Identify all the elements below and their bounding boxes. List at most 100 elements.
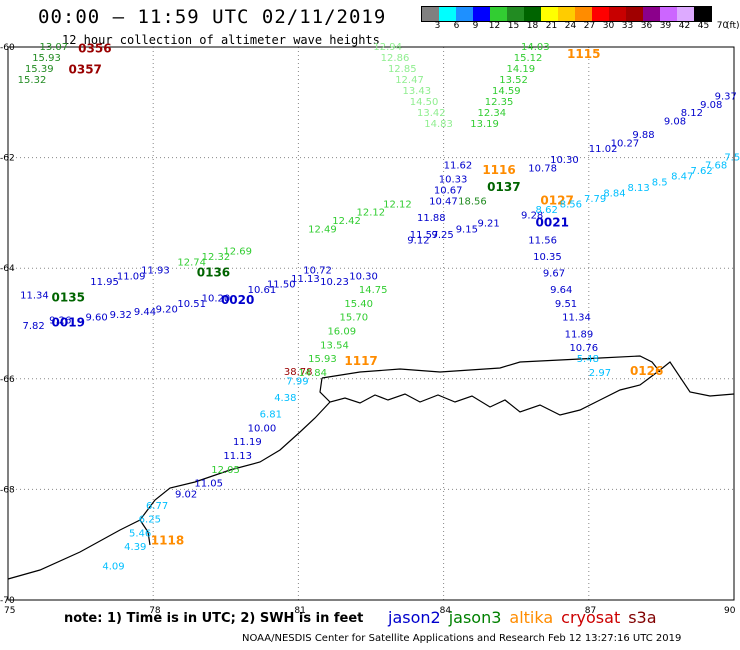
wave-height-value: 15.70 [340, 313, 369, 324]
pass-time-label: 0356 [78, 42, 111, 56]
wave-height-value: 11.93 [141, 266, 170, 277]
color-scale-tick: 30 [602, 21, 615, 31]
satellite-legend: jason2 jason3 altika cryosat s3a [388, 608, 665, 627]
color-scale-cell [507, 7, 524, 21]
wave-height-value: 13.42 [417, 108, 446, 119]
wave-height-value: 7.68 [705, 161, 727, 172]
lat-tick-label: -70 [0, 596, 15, 606]
wave-height-value: 12.49 [308, 224, 337, 235]
wave-height-value: 15.39 [25, 64, 54, 75]
wave-height-value: 9.67 [543, 268, 565, 279]
wave-height-value: 4.38 [274, 393, 296, 404]
wave-height-value: 12.85 [388, 64, 417, 75]
wave-height-value: 13.19 [470, 119, 499, 130]
wave-height-value: 10.51 [177, 299, 206, 310]
color-scale-ticks: 3 6 9 12 15 18 21 24 27 30 33 36 39 42 45 70 [421, 21, 740, 35]
wave-height-value: 9.08 [664, 116, 686, 127]
wave-height-value: 6.25 [139, 515, 161, 526]
wave-height-value: 10.47 [429, 197, 458, 208]
wave-height-value: 6.77 [146, 501, 168, 512]
color-scale-cell [490, 7, 507, 21]
lon-tick-label: 75 [4, 606, 15, 616]
color-scale-tick: 6 [453, 21, 460, 31]
lat-lon-grid [7, 46, 735, 601]
wave-height-value: 14.84 [298, 368, 327, 379]
color-scale-tick: 36 [640, 21, 653, 31]
color-scale-tick: 18 [526, 21, 539, 31]
wave-height-value: 13.52 [499, 75, 528, 86]
lon-tick-label: 87 [585, 606, 596, 616]
map-subtitle: 12 hour collection of altimeter wave hei… [62, 33, 380, 47]
wave-height-value: 11.88 [417, 213, 446, 224]
wave-height-value: 8.5 [652, 177, 668, 188]
lat-tick-label: -68 [0, 485, 15, 495]
color-scale-cell [456, 7, 473, 21]
wave-height-value: 18.56 [458, 197, 487, 208]
color-scale-tick: 3 [434, 21, 441, 31]
color-scale-cell [643, 7, 660, 21]
lat-tick-label: -66 [0, 375, 15, 385]
coastline-west-segment [139, 377, 331, 546]
pass-time-label: 0021 [536, 216, 569, 230]
color-scale-tick: 42 [678, 21, 691, 31]
wave-height-value: 4.39 [124, 542, 146, 553]
wave-height-value: 11.95 [90, 277, 119, 288]
wave-height-value: 9.12 [407, 235, 429, 246]
wave-height-value: 8.13 [628, 183, 650, 194]
color-scale-cell [694, 7, 711, 21]
color-scale-cell [626, 7, 643, 21]
wave-height-value: 11.09 [117, 271, 146, 282]
wave-height-value: 9.37 [715, 92, 737, 103]
wave-height-value: 10.30 [349, 271, 378, 282]
wave-height-value: 2.97 [589, 368, 611, 379]
lat-tick-label: -64 [0, 264, 15, 274]
color-scale-cell [609, 7, 626, 21]
legend-entry-cryosat: cryosat [561, 608, 621, 627]
wave-height-value: 9.15 [456, 224, 478, 235]
wave-height-value: 11.50 [267, 280, 296, 291]
lat-tick-label: -62 [0, 154, 15, 164]
wave-height-value: 10.76 [569, 343, 598, 354]
wave-height-value: 13.07 [39, 42, 68, 53]
wave-height-value: 10.27 [611, 139, 640, 150]
color-scale-cell [439, 7, 456, 21]
wave-height-value: 12.42 [332, 216, 361, 227]
footnote-note: note: 1) Time is in UTC; 2) SWH is in fe… [64, 611, 364, 626]
wave-height-value: 9.02 [175, 490, 197, 501]
pass-time-label: 0127 [540, 194, 573, 208]
wave-height-value: 12.47 [395, 75, 424, 86]
wave-height-value: 14.50 [410, 97, 439, 108]
wave-height-value: 8.47 [671, 172, 693, 183]
wave-height-value: 10.67 [434, 186, 463, 197]
wave-height-value: 10.00 [248, 423, 277, 434]
wave-height-value: 15.40 [344, 299, 373, 310]
color-scale-unit: (ft) [726, 21, 740, 31]
wave-height-value: 10.72 [303, 266, 332, 277]
legend-entry-s3a: s3a [628, 608, 657, 627]
wave-height-value: 6.81 [260, 410, 282, 421]
antarctic-coastline [7, 361, 735, 580]
color-scale-cell [660, 7, 677, 21]
wave-height-value: 12.05 [211, 465, 240, 476]
color-scale-cell [422, 7, 439, 21]
wave-height-value: 15.93 [308, 354, 337, 365]
color-scale-tick: 70 [716, 21, 729, 31]
wave-height-value: 11.34 [20, 291, 49, 302]
wave-height-value: 10.33 [439, 174, 468, 185]
wave-height-value: 8.62 [536, 205, 558, 216]
wave-height-value: 15.93 [32, 53, 61, 64]
wave-height-value: 12.32 [202, 252, 231, 263]
color-scale-tick: 27 [583, 21, 596, 31]
wave-height-value: 14.19 [507, 64, 536, 75]
color-scale-tick: 33 [621, 21, 634, 31]
wave-height-value: 11.05 [194, 479, 223, 490]
wave-height-value: 9.25 [432, 230, 454, 241]
wave-height-value: 14.75 [359, 285, 388, 296]
wave-height-value: 9.32 [110, 310, 132, 321]
wave-height-value: 12.86 [381, 53, 410, 64]
wave-height-value: 9.44 [134, 307, 156, 318]
wave-height-value: 13.43 [402, 86, 431, 97]
wave-height-value: 9.88 [632, 130, 654, 141]
wave-height-value: 15.32 [18, 75, 47, 86]
wave-height-value: 10.61 [248, 285, 277, 296]
